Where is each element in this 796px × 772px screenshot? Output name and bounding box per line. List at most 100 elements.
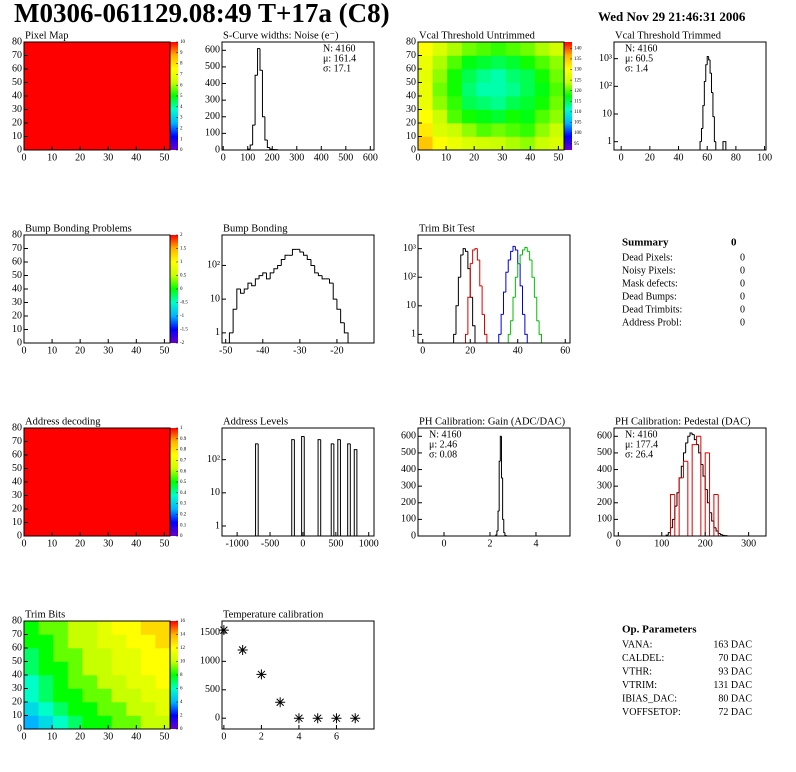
heatmap-cell: [111, 648, 127, 662]
palette-tick-label: 12: [180, 646, 186, 651]
panel-title: PH Calibration: Pedestal (DAC): [615, 416, 751, 427]
heatmap-cell: [24, 621, 39, 635]
heatmap-cell: [82, 715, 98, 730]
palette-tick-label: 0.3: [180, 502, 187, 507]
heatmap-cell: [549, 123, 565, 137]
y-tick-label: 10: [406, 131, 416, 142]
heatmap-cell: [520, 82, 536, 97]
palette-tick-label: 8: [180, 62, 183, 67]
palette-tick-label: 95: [574, 142, 580, 147]
heatmap-cell: [520, 136, 536, 151]
panel: PH Calibration: Pedestal (DAC) 0 100 200 300…: [597, 416, 767, 549]
palette-tick-label: 1.5: [180, 247, 187, 252]
y-tick-label: 0: [411, 144, 416, 155]
palette-tick-label: 6: [180, 83, 183, 88]
x-tick-label: 20: [75, 345, 85, 356]
histogram-bin: [722, 534, 725, 536]
heatmap-cell: [476, 42, 492, 56]
plot-background: [222, 428, 374, 536]
histogram-bin: [254, 74, 258, 126]
palette-tick-label: 10: [180, 40, 186, 45]
y-tick-label: 0: [411, 530, 416, 541]
histogram-bin: [505, 271, 509, 293]
x-tick-label: 600: [363, 152, 378, 163]
heatmap-cell: [155, 621, 171, 635]
y-tick-label: 300: [401, 480, 416, 491]
x-tick-label: 4: [533, 538, 538, 549]
heatmap-cell: [505, 136, 521, 151]
heatmap-cell: [126, 675, 142, 689]
y-tick-label: 10: [602, 108, 612, 119]
y-tick-label: 40: [406, 90, 416, 101]
x-tick-label: 500: [328, 538, 343, 549]
histogram-bin: [479, 260, 483, 287]
y-tick-label: 500: [205, 61, 220, 72]
histogram-bin: [510, 250, 513, 261]
palette-tick-label: 100: [574, 131, 582, 136]
heatmap-cell: [53, 702, 69, 716]
histogram-bin: [524, 314, 528, 343]
color-palette: [170, 621, 178, 729]
heatmap-cell: [461, 96, 477, 110]
palette-tick-label: 0: [180, 287, 183, 292]
histogram-bin: [536, 297, 540, 322]
x-tick-label: 40: [674, 152, 684, 163]
scatter-marker: [350, 713, 361, 724]
y-tick-label: 200: [401, 497, 416, 508]
x-tick-label: 10: [47, 152, 57, 163]
palette-tick-label: 4: [180, 700, 183, 705]
parameter-label: VTRIM:: [622, 680, 657, 691]
heatmap-cell: [97, 661, 112, 676]
histogram-bin: [255, 443, 259, 536]
heatmap-cell: [418, 136, 433, 151]
heatmap-cell: [67, 648, 83, 662]
panel: Temperature calibration 0 2 4 6 0 500 1000 1500: [200, 609, 375, 742]
histogram-bin: [465, 248, 468, 252]
heatmap-cell: [505, 96, 521, 110]
histogram-bin: [317, 439, 321, 536]
x-tick-label: 0: [22, 731, 27, 742]
heatmap-cell: [461, 109, 477, 124]
heatmap-cell: [82, 675, 98, 689]
heatmap-cell: [461, 55, 477, 70]
y-tick-label: 70: [12, 243, 22, 254]
y-tick-label: 70: [12, 50, 22, 61]
histogram-bin: [273, 268, 278, 273]
x-tick-label: -30: [293, 345, 306, 356]
histogram-bin: [702, 464, 706, 477]
heatmap-cell: [549, 82, 565, 97]
heatmap-cell: [38, 648, 54, 662]
panel: PH Calibration: Gain (ADC/DAC) 0 2 4 0 100 200…: [401, 416, 571, 549]
stats-line: μ: 2.46: [429, 439, 457, 450]
histogram-bin: [705, 64, 708, 82]
summary-value: 0: [740, 278, 745, 289]
x-tick-label: 0: [619, 152, 624, 163]
heatmap-cell: [38, 688, 54, 703]
heatmap-cell: [97, 42, 171, 97]
histogram-bin: [722, 141, 725, 150]
histogram-bin: [484, 314, 488, 343]
heatmap-cell: [111, 715, 127, 730]
heatmap-cell: [534, 123, 550, 137]
histogram-bin: [462, 248, 466, 255]
histogram-bin: [680, 465, 684, 478]
histogram-bin: [337, 439, 341, 536]
palette-tick-label: 0.2: [180, 513, 187, 518]
summary-value: 0: [740, 291, 745, 302]
histogram-bin: [698, 444, 701, 454]
x-tick-label: 4: [296, 731, 301, 742]
y-tick-label: 80: [12, 229, 22, 240]
y-tick-label: 10²: [207, 454, 220, 465]
x-tick-label: 0: [416, 152, 421, 163]
y-tick-label: 300: [205, 94, 220, 105]
histogram-bin: [262, 272, 267, 276]
heatmap-cell: [461, 136, 477, 151]
heatmap-cell: [38, 661, 54, 676]
x-tick-label: 50: [159, 152, 169, 163]
x-tick-label: 100: [240, 152, 255, 163]
heatmap-cell: [418, 123, 433, 137]
heatmap-cell: [38, 715, 54, 730]
histogram-bin: [258, 275, 263, 279]
y-tick-label: 60: [12, 642, 22, 653]
